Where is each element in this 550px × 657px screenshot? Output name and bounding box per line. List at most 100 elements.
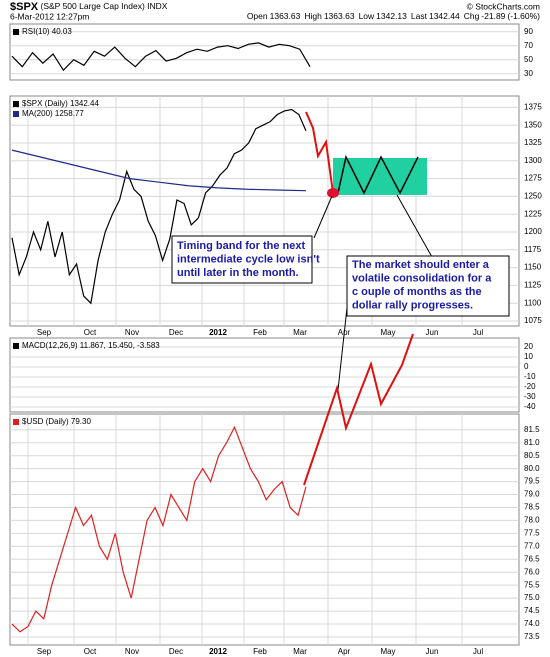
panel-group: 90 70 50 30 RSI(10) 40.03 [9,23,533,81]
y-tick-label: 74.5 [524,606,540,615]
legend-swatch [13,111,19,117]
y-tick-label: 10 [524,352,533,361]
x-tick-label: Sep [37,328,52,337]
y-tick-label: 74.0 [524,619,540,628]
consolidation-box [333,158,427,195]
x-tick-label: Mar [293,647,307,656]
x-tick-label: Sep [37,647,52,656]
y-tick-label: 80.0 [524,464,540,473]
quote-label: High [304,11,322,21]
quote-label: Last [411,11,428,21]
legend-swatch [13,101,19,107]
legend-label: MACD(12,26,9) 11.867, 15.450, -3.583 [22,341,160,350]
quote-value: 1363.63 [324,11,355,21]
series-line [11,42,311,72]
x-tick-label: 2012 [209,328,227,337]
x-tick-label: Feb [253,647,267,656]
y-tick-label: 76.5 [524,554,540,563]
y-tick-label: 1275 [524,174,542,183]
panel [9,413,520,646]
quote: Open 1363.63 High 1363.63 Low 1342.13 Last 1342… [247,11,540,21]
x-tick-label: May [380,328,395,337]
annotation-text: Timing band for the next [177,240,305,252]
x-tick-label: May [380,647,395,656]
y-tick-label: 73.5 [524,632,540,641]
x-tick-label: Oct [84,647,97,656]
y-tick-label: 1300 [524,156,542,165]
quote-label: Chg [464,11,480,21]
y-tick-label: 1325 [524,138,542,147]
index-name: (S&P 500 Large Cap Index) INDX [41,1,168,11]
y-tick-label: 77.0 [524,541,540,550]
y-tick-label: 1100 [524,298,542,307]
drawings [171,111,510,486]
date: 6-Mar-2012 12:27pm [10,11,89,21]
x-tick-label: Apr [338,647,351,656]
y-tick-label: 1225 [524,209,542,218]
x-tick-label: Jul [473,328,483,337]
x-tick-label: Dec [169,328,183,337]
y-tick-label: 1250 [524,192,542,201]
series-line [11,108,307,305]
callout-box [171,235,313,284]
y-tick-label: 80.5 [524,451,540,460]
header-line: $SPX (S&P 500 Large Cap Index) INDX [10,1,168,13]
y-tick-label: -10 [524,372,536,381]
y-tick-label: 1375 [524,103,542,112]
legend-swatch [13,419,19,425]
legend-label: RSI(10) 40.03 [22,27,72,36]
usd-projection [303,333,414,486]
legend-swatch [13,29,19,35]
y-tick-label: 1175 [524,245,542,254]
callout-box [346,255,510,317]
y-tick-label: 1075 [524,316,542,325]
quote-pct: (-1.60%) [507,11,540,21]
y-tick-label: 30 [524,69,533,78]
x-tick-label: Nov [125,328,139,337]
y-tick-label: 78.5 [524,503,540,512]
quote-value: 1342.13 [376,11,407,21]
quote-label: Low [359,11,375,21]
quote-value: 1342.44 [429,11,460,21]
x-tick-label: Jul [473,647,483,656]
series-line [11,149,307,192]
y-tick-label: 79.0 [524,490,540,499]
y-tick-label: 76.0 [524,567,540,576]
series-line [11,425,307,633]
y-tick-label: 0 [524,362,529,371]
y-tick-label: 20 [524,342,533,351]
y-tick-label: 1350 [524,120,542,129]
y-tick-label: 50 [524,55,533,64]
panel [9,337,520,413]
y-tick-label: -20 [524,382,536,391]
y-tick-label: 1150 [524,263,542,272]
pointer [313,195,333,239]
legend-label: $SPX (Daily) 1342.44 [22,99,99,108]
y-tick-label: 78.0 [524,516,540,525]
y-tick-label: 81.5 [524,425,540,434]
y-tick-label: 75.5 [524,580,540,589]
annotation-text: intermediate cycle low isn't [177,253,320,265]
annotation-text: dollar rally progresses. [352,299,473,311]
y-tick-label: 1125 [524,281,542,290]
legend-label: $USD (Daily) 79.30 [22,417,91,426]
y-tick-label: 90 [524,27,533,36]
spx-projection [305,111,334,194]
x-tick-label: Jun [426,328,439,337]
cycle-low-marker [327,188,339,198]
panel [9,23,520,81]
y-tick-label: 75.0 [524,593,540,602]
quote-value: 1363.63 [270,11,301,21]
annotation-text: volatile consolidation for a [352,272,492,284]
x-tick-label: Mar [293,328,307,337]
quote-label: Open [247,11,268,21]
y-tick-label: 1200 [524,227,542,236]
x-tick-label: Feb [253,328,267,337]
x-tick-label: Jun [426,647,439,656]
zigzag [337,154,419,195]
annotation-text: The market should enter a [352,259,490,271]
x-tick-label: 2012 [209,647,227,656]
annotation-text: c ouple of months as the [352,286,482,298]
